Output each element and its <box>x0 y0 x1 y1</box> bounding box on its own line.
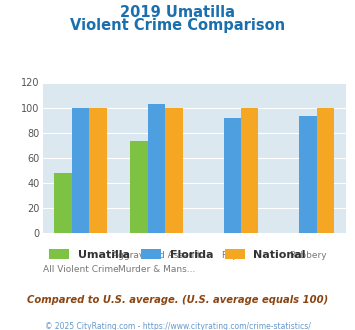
Legend: Umatilla, Florida, National: Umatilla, Florida, National <box>49 249 306 260</box>
Text: Aggravated Assault: Aggravated Assault <box>112 251 201 260</box>
Bar <box>317 108 334 233</box>
Bar <box>72 108 89 233</box>
Bar <box>148 104 165 233</box>
Text: Compared to U.S. average. (U.S. average equals 100): Compared to U.S. average. (U.S. average … <box>27 295 328 305</box>
Text: Murder & Mans...: Murder & Mans... <box>118 265 195 274</box>
Bar <box>165 108 182 233</box>
Text: Robbery: Robbery <box>289 251 327 260</box>
Bar <box>224 117 241 233</box>
Text: © 2025 CityRating.com - https://www.cityrating.com/crime-statistics/: © 2025 CityRating.com - https://www.city… <box>45 322 310 330</box>
Bar <box>130 141 148 233</box>
Text: Violent Crime Comparison: Violent Crime Comparison <box>70 18 285 33</box>
Text: All Violent Crime: All Violent Crime <box>43 265 119 274</box>
Text: Rape: Rape <box>221 251 244 260</box>
Bar <box>300 116 317 233</box>
Bar <box>241 108 258 233</box>
Bar <box>89 108 107 233</box>
Bar <box>54 173 72 233</box>
Text: 2019 Umatilla: 2019 Umatilla <box>120 5 235 20</box>
